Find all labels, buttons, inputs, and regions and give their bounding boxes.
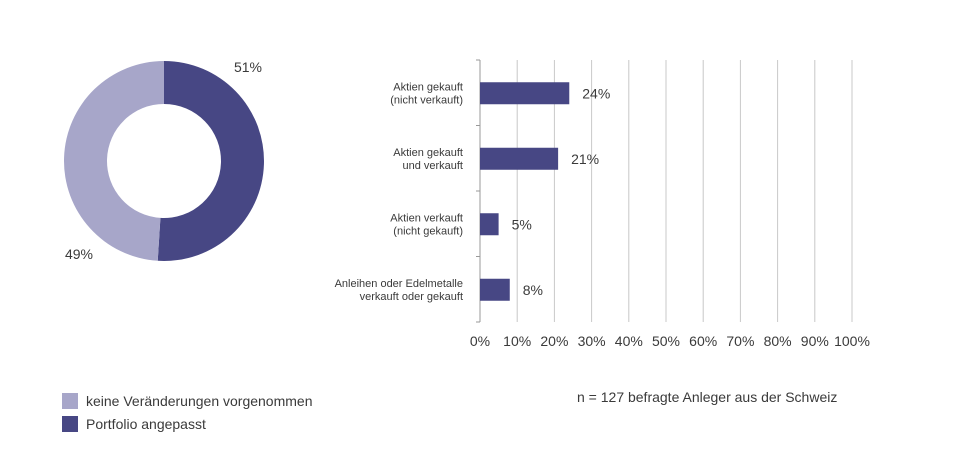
x-tick-label: 20% [540, 333, 568, 349]
donut-slice-adjusted [157, 61, 265, 261]
value-label: 21% [571, 151, 599, 167]
bar [480, 278, 510, 301]
legend-item-unchanged: keine Veränderungen vorgenommen [62, 389, 313, 412]
x-tick-label: 60% [689, 333, 717, 349]
bar [480, 213, 499, 236]
value-label: 5% [512, 216, 532, 232]
category-label: Anleihen oder Edelmetalle verkauft oder g… [335, 278, 463, 303]
value-label: 24% [582, 85, 610, 101]
bar [480, 82, 570, 105]
legend-item-adjusted: Portfolio angepasst [62, 412, 313, 435]
donut-label-unchanged: 49% [65, 246, 93, 262]
category-label: Aktien gekauft (nicht verkauft) [390, 81, 463, 106]
x-tick-label: 40% [615, 333, 643, 349]
legend-label-unchanged: keine Veränderungen vorgenommen [86, 392, 313, 409]
donut-chart: 51% 49% [64, 59, 265, 262]
donut-label-adjusted: 51% [234, 59, 262, 75]
x-tick-label: 50% [652, 333, 680, 349]
legend-swatch-unchanged [62, 392, 78, 409]
legend-swatch-adjusted [62, 415, 78, 432]
sample-size-note: n = 127 befragte Anleger aus der Schweiz [577, 389, 838, 405]
legend: keine Veränderungen vorgenommen Portfoli… [62, 389, 313, 435]
x-tick-label: 80% [764, 333, 792, 349]
bar-chart: 0% 10% 20% 30% 40% 50% 60% 70% 80% 90% 100% Aktien … [335, 59, 870, 349]
value-label: 8% [523, 282, 543, 298]
legend-label-adjusted: Portfolio angepasst [86, 415, 206, 432]
x-tick-label: 30% [578, 333, 606, 349]
x-tick-label: 90% [801, 333, 829, 349]
donut-slice-unchanged [64, 61, 164, 261]
x-tick-label: 70% [726, 333, 754, 349]
x-tick-label: 0% [470, 333, 490, 349]
category-label: Aktien verkauft (nicht gekauft) [390, 212, 463, 237]
category-label: Aktien gekauft und verkauft [393, 147, 463, 172]
x-tick-label: 10% [503, 333, 531, 349]
bar [480, 147, 559, 170]
x-tick-label: 100% [834, 333, 870, 349]
